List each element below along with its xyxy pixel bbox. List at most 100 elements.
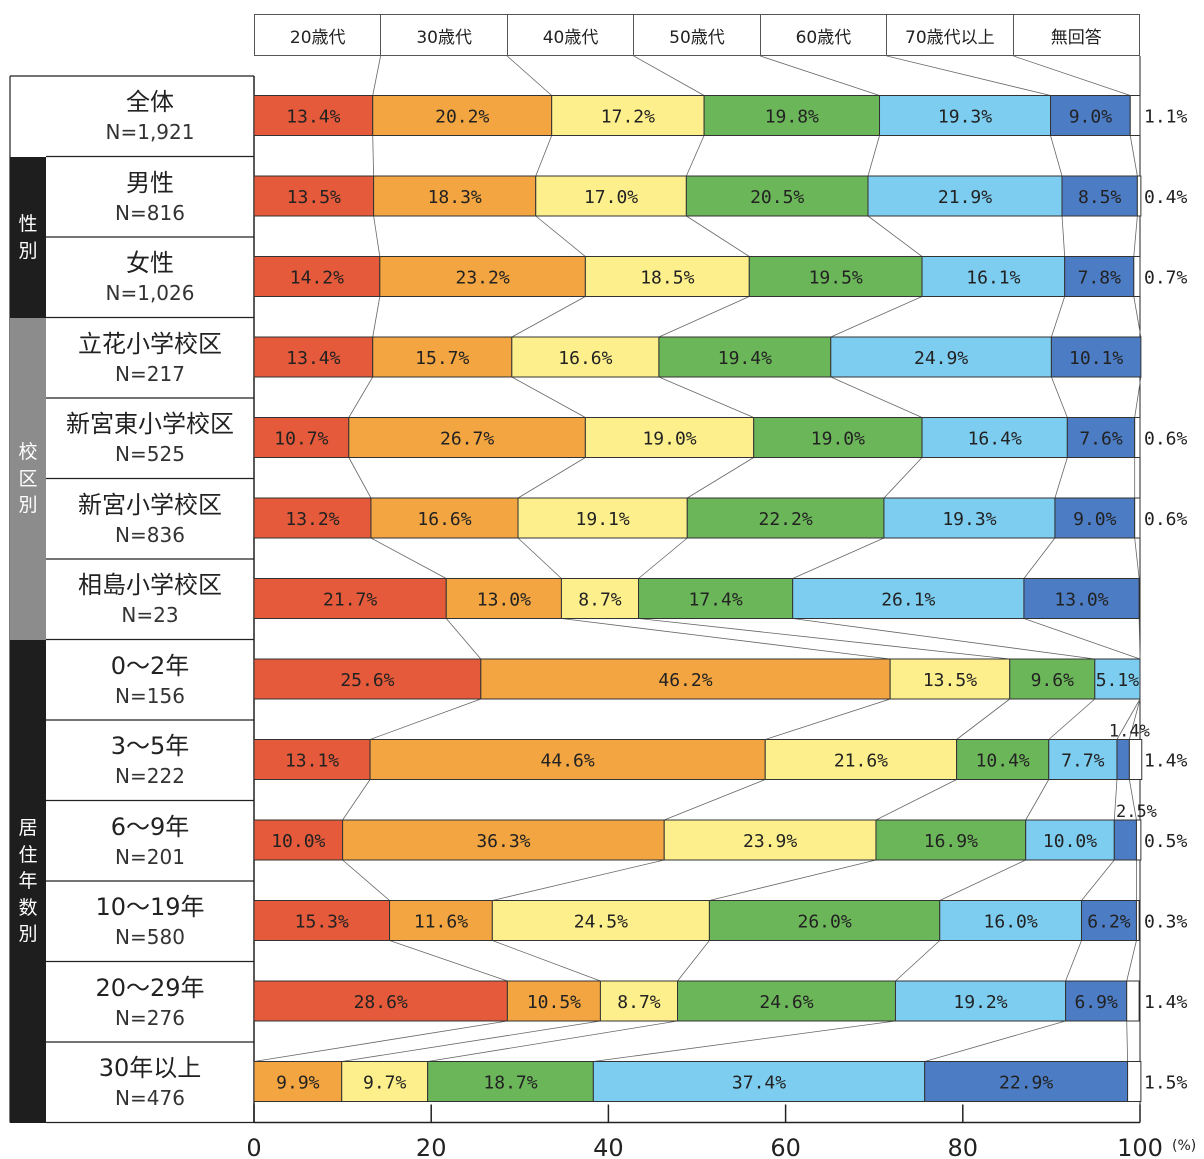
x-tick-label: 100: [1117, 1134, 1163, 1159]
legend-label: 30歳代: [416, 23, 472, 48]
row-n: N=1,026: [106, 280, 195, 306]
data-label: 24.6%: [759, 992, 813, 1013]
chart-legend: 20歳代 30歳代 40歳代 50歳代 60歳代 70歳代以上 無回答: [254, 14, 1140, 56]
row-name: 相島小学校区: [78, 570, 222, 601]
connector-line: [1082, 860, 1115, 901]
row-n: N=816: [115, 200, 185, 226]
x-tick-label: 0: [246, 1134, 261, 1159]
data-label: 26.0%: [797, 912, 851, 933]
connector-line: [940, 860, 1026, 901]
legend-item-20s: 20歳代: [255, 15, 381, 55]
data-label: 19.8%: [765, 107, 819, 128]
row-n: N=23: [121, 602, 178, 628]
connector-line: [686, 136, 704, 177]
data-label: 46.2%: [658, 670, 712, 691]
data-label: 26.7%: [440, 429, 494, 450]
connector-line: [687, 458, 753, 499]
connector-line: [868, 136, 880, 177]
data-label: 9.9%: [276, 1073, 320, 1094]
data-label: 24.9%: [914, 348, 968, 369]
group-char: 校: [18, 439, 37, 466]
data-label: 22.9%: [999, 1073, 1053, 1094]
data-label: 25.6%: [340, 670, 394, 691]
data-label: 8.7%: [617, 992, 661, 1013]
connector-line: [371, 538, 446, 579]
data-label: 13.5%: [287, 187, 341, 208]
connector-line: [887, 56, 1051, 96]
connector-line: [664, 780, 765, 821]
data-label: 19.5%: [809, 268, 863, 289]
data-label: 16.6%: [558, 348, 612, 369]
data-label: 1.4%: [1109, 722, 1150, 742]
row-name: 女性: [126, 248, 174, 279]
data-label: 0.6%: [1144, 429, 1188, 450]
legend-item-60s: 60歳代: [761, 15, 887, 55]
bar-segment-70s-plus: [1114, 820, 1136, 860]
row-name: 20～29年: [95, 973, 204, 1004]
group-char: 居: [18, 815, 37, 842]
legend-item-30s: 30歳代: [381, 15, 507, 55]
legend-label: 40歳代: [543, 23, 599, 48]
connector-line: [373, 136, 374, 177]
row-n: N=836: [115, 522, 185, 548]
data-label: 23.9%: [743, 831, 797, 852]
bar-segment-no-answer: [1136, 820, 1140, 860]
connector-line: [686, 216, 749, 257]
data-label: 22.2%: [759, 509, 813, 530]
data-label: 21.6%: [834, 751, 888, 772]
legend-item-50s: 50歳代: [634, 15, 760, 55]
connector-line: [492, 860, 664, 901]
legend-item-no-answer: 無回答: [1014, 15, 1139, 55]
row-n: N=222: [115, 763, 185, 789]
bar-segment-no-answer: [1137, 176, 1141, 216]
row-label-female: 女性 N=1,026: [46, 237, 254, 317]
data-label: 18.3%: [428, 187, 482, 208]
bar-segment-no-answer: [1130, 96, 1140, 136]
data-label: 23.2%: [455, 268, 509, 289]
data-label: 6.2%: [1087, 912, 1131, 933]
connector-line: [1066, 941, 1082, 982]
group-char: 数: [18, 895, 37, 922]
connector-line: [512, 377, 586, 418]
data-label: 16.6%: [417, 509, 471, 530]
connector-line: [1024, 619, 1140, 660]
row-label-ainoshima: 相島小学校区 N=23: [46, 559, 254, 639]
connector-line: [536, 216, 586, 257]
data-label: 13.4%: [286, 348, 340, 369]
connector-line: [1127, 941, 1137, 982]
group-char: 別: [18, 238, 37, 265]
row-name: 新宮東小学校区: [66, 409, 234, 440]
x-axis-unit: (%): [1172, 1138, 1196, 1154]
data-label: 18.5%: [640, 268, 694, 289]
connector-line: [343, 860, 390, 901]
data-label: 19.1%: [576, 509, 630, 530]
row-label-shingu: 新宮小学校区 N=836: [46, 479, 254, 559]
connector-line: [1130, 136, 1137, 177]
data-label: 9.0%: [1073, 509, 1117, 530]
connector-line: [446, 619, 481, 660]
connector-line: [831, 297, 922, 338]
data-label: 10.1%: [1069, 348, 1123, 369]
legend-label: 20歳代: [290, 23, 346, 48]
connector-line: [1135, 538, 1139, 579]
data-label: 21.7%: [323, 590, 377, 611]
group-char: 区: [18, 466, 37, 493]
legend-label: 60歳代: [796, 23, 852, 48]
data-label: 7.6%: [1079, 429, 1123, 450]
data-label: 28.6%: [354, 992, 408, 1013]
bar-segment-no-answer: [1134, 257, 1140, 297]
connector-line: [760, 56, 879, 96]
row-name: 3～5年: [111, 731, 190, 762]
connector-line: [659, 377, 754, 418]
connector-line: [349, 377, 373, 418]
row-label-6-9y: 6～9年 N=201: [46, 801, 254, 881]
row-name: 立花小学校区: [78, 329, 222, 360]
connector-line: [678, 941, 710, 982]
connector-line: [895, 941, 939, 982]
data-label: 0.5%: [1144, 831, 1188, 852]
connector-line: [1024, 538, 1055, 579]
legend-item-70s-plus: 70歳代以上: [887, 15, 1013, 55]
data-label: 9.0%: [1069, 107, 1113, 128]
data-label: 24.5%: [574, 912, 628, 933]
row-name: 6～9年: [111, 812, 190, 843]
